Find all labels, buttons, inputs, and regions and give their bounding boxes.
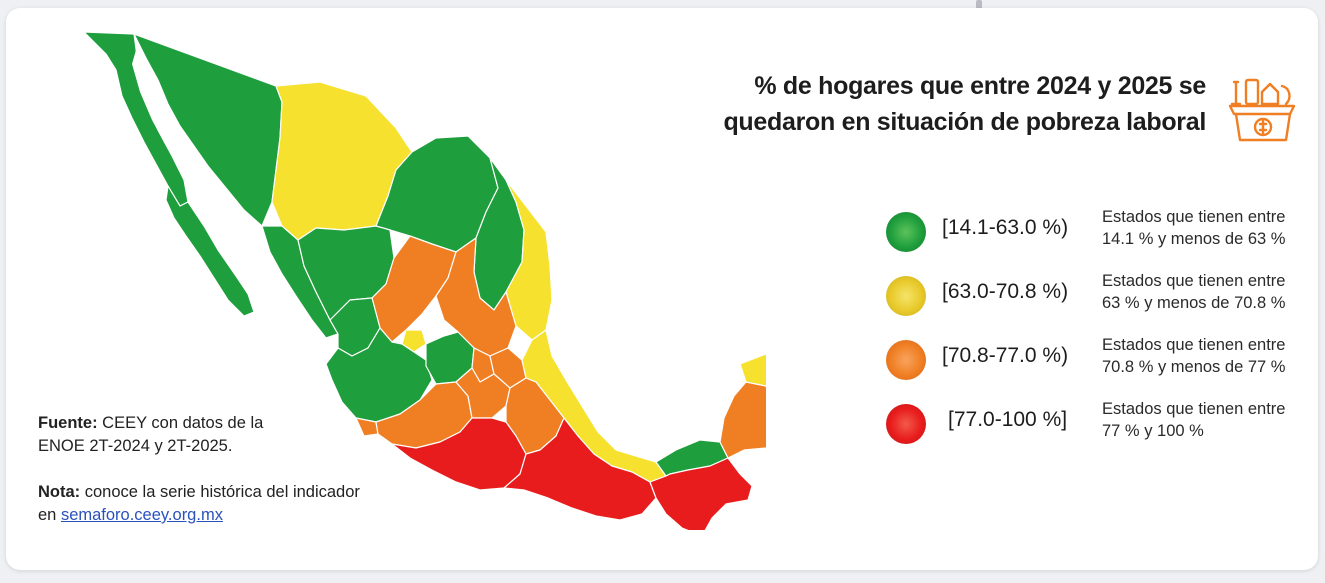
- legend-item-green: [14.1-63.0 %) Estados que tienen entre 1…: [882, 206, 1312, 262]
- legend-desc-line-1: Estados que tienen entre: [1102, 272, 1286, 290]
- legend-item-yellow: [63.0-70.8 %) Estados que tienen entre 6…: [882, 270, 1312, 326]
- note-label: Nota:: [38, 483, 81, 501]
- source-note: Fuente: CEEY con datos de la ENOE 2T-202…: [38, 412, 360, 527]
- note-line-2: en semaforo.ceey.org.mx: [38, 504, 360, 527]
- legend-item-orange: [70.8-77.0 %) Estados que tienen entre 7…: [882, 334, 1312, 390]
- legend-dot-yellow: [886, 276, 926, 316]
- mexico-map: [83, 31, 766, 530]
- gulf-of-california: [132, 50, 200, 192]
- legend-description: Estados que tienen entre 77 % y 100 %: [1102, 398, 1285, 442]
- chart-title: % de hogares que entre 2024 y 2025 se qu…: [666, 68, 1206, 140]
- legend-range: [70.8-77.0 %): [942, 344, 1069, 367]
- note-text: conoce la serie histórica del indicador: [80, 483, 360, 501]
- grocery-basket-icon: [1228, 78, 1296, 142]
- legend-range: [63.0-70.8 %): [942, 280, 1069, 303]
- source-line-1: Fuente: CEEY con datos de la: [38, 412, 360, 435]
- title-line-2: quedaron en situación de pobreza laboral: [723, 108, 1206, 136]
- legend-desc-line-2: 77 % y 100 %: [1102, 422, 1204, 440]
- legend-desc-line-1: Estados que tienen entre: [1102, 208, 1286, 226]
- legend-range: [14.1-63.0 %): [942, 216, 1069, 239]
- legend-desc-line-2: 14.1 % y menos de 63 %: [1102, 230, 1286, 248]
- legend-desc-line-2: 63 % y menos de 70.8 %: [1102, 294, 1286, 312]
- state-campeche: [719, 381, 766, 459]
- note-line-1: Nota: conoce la serie histórica del indi…: [38, 481, 360, 504]
- state-aguascalientes: [401, 329, 427, 353]
- state-baja-california-sur: [165, 185, 255, 317]
- legend-dot-red: [886, 404, 926, 444]
- legend-description: Estados que tienen entre 70.8 % y menos …: [1102, 334, 1285, 378]
- legend-desc-line-1: Estados que tienen entre: [1102, 336, 1286, 354]
- legend-desc-line-2: 70.8 % y menos de 77 %: [1102, 358, 1286, 376]
- legend-description: Estados que tienen entre 14.1 % y menos …: [1102, 206, 1285, 250]
- legend-dot-green: [886, 212, 926, 252]
- source-text: CEEY con datos de la: [97, 414, 264, 432]
- legend-item-red: [77.0-100 %] Estados que tienen entre 77…: [882, 398, 1312, 454]
- state-yucatan: [739, 353, 766, 387]
- note-text-prefix: en: [38, 506, 61, 524]
- source-line-2: ENOE 2T-2024 y 2T-2025.: [38, 437, 233, 455]
- legend-range: [77.0-100 %]: [948, 408, 1068, 431]
- semaforo-link[interactable]: semaforo.ceey.org.mx: [60, 506, 223, 524]
- title-line-1: % de hogares que entre 2024 y 2025 se: [754, 72, 1206, 100]
- source-label: Fuente:: [38, 414, 98, 432]
- window-handle: [976, 0, 982, 10]
- legend-dot-orange: [886, 340, 926, 380]
- state-chiapas: [649, 457, 753, 530]
- legend-description: Estados que tienen entre 63 % y menos de…: [1102, 270, 1285, 314]
- legend-desc-line-1: Estados que tienen entre: [1102, 400, 1286, 418]
- state-jalisco: [325, 327, 433, 423]
- state-guerrero: [391, 417, 527, 491]
- infographic-card: % de hogares que entre 2024 y 2025 se qu…: [6, 8, 1318, 570]
